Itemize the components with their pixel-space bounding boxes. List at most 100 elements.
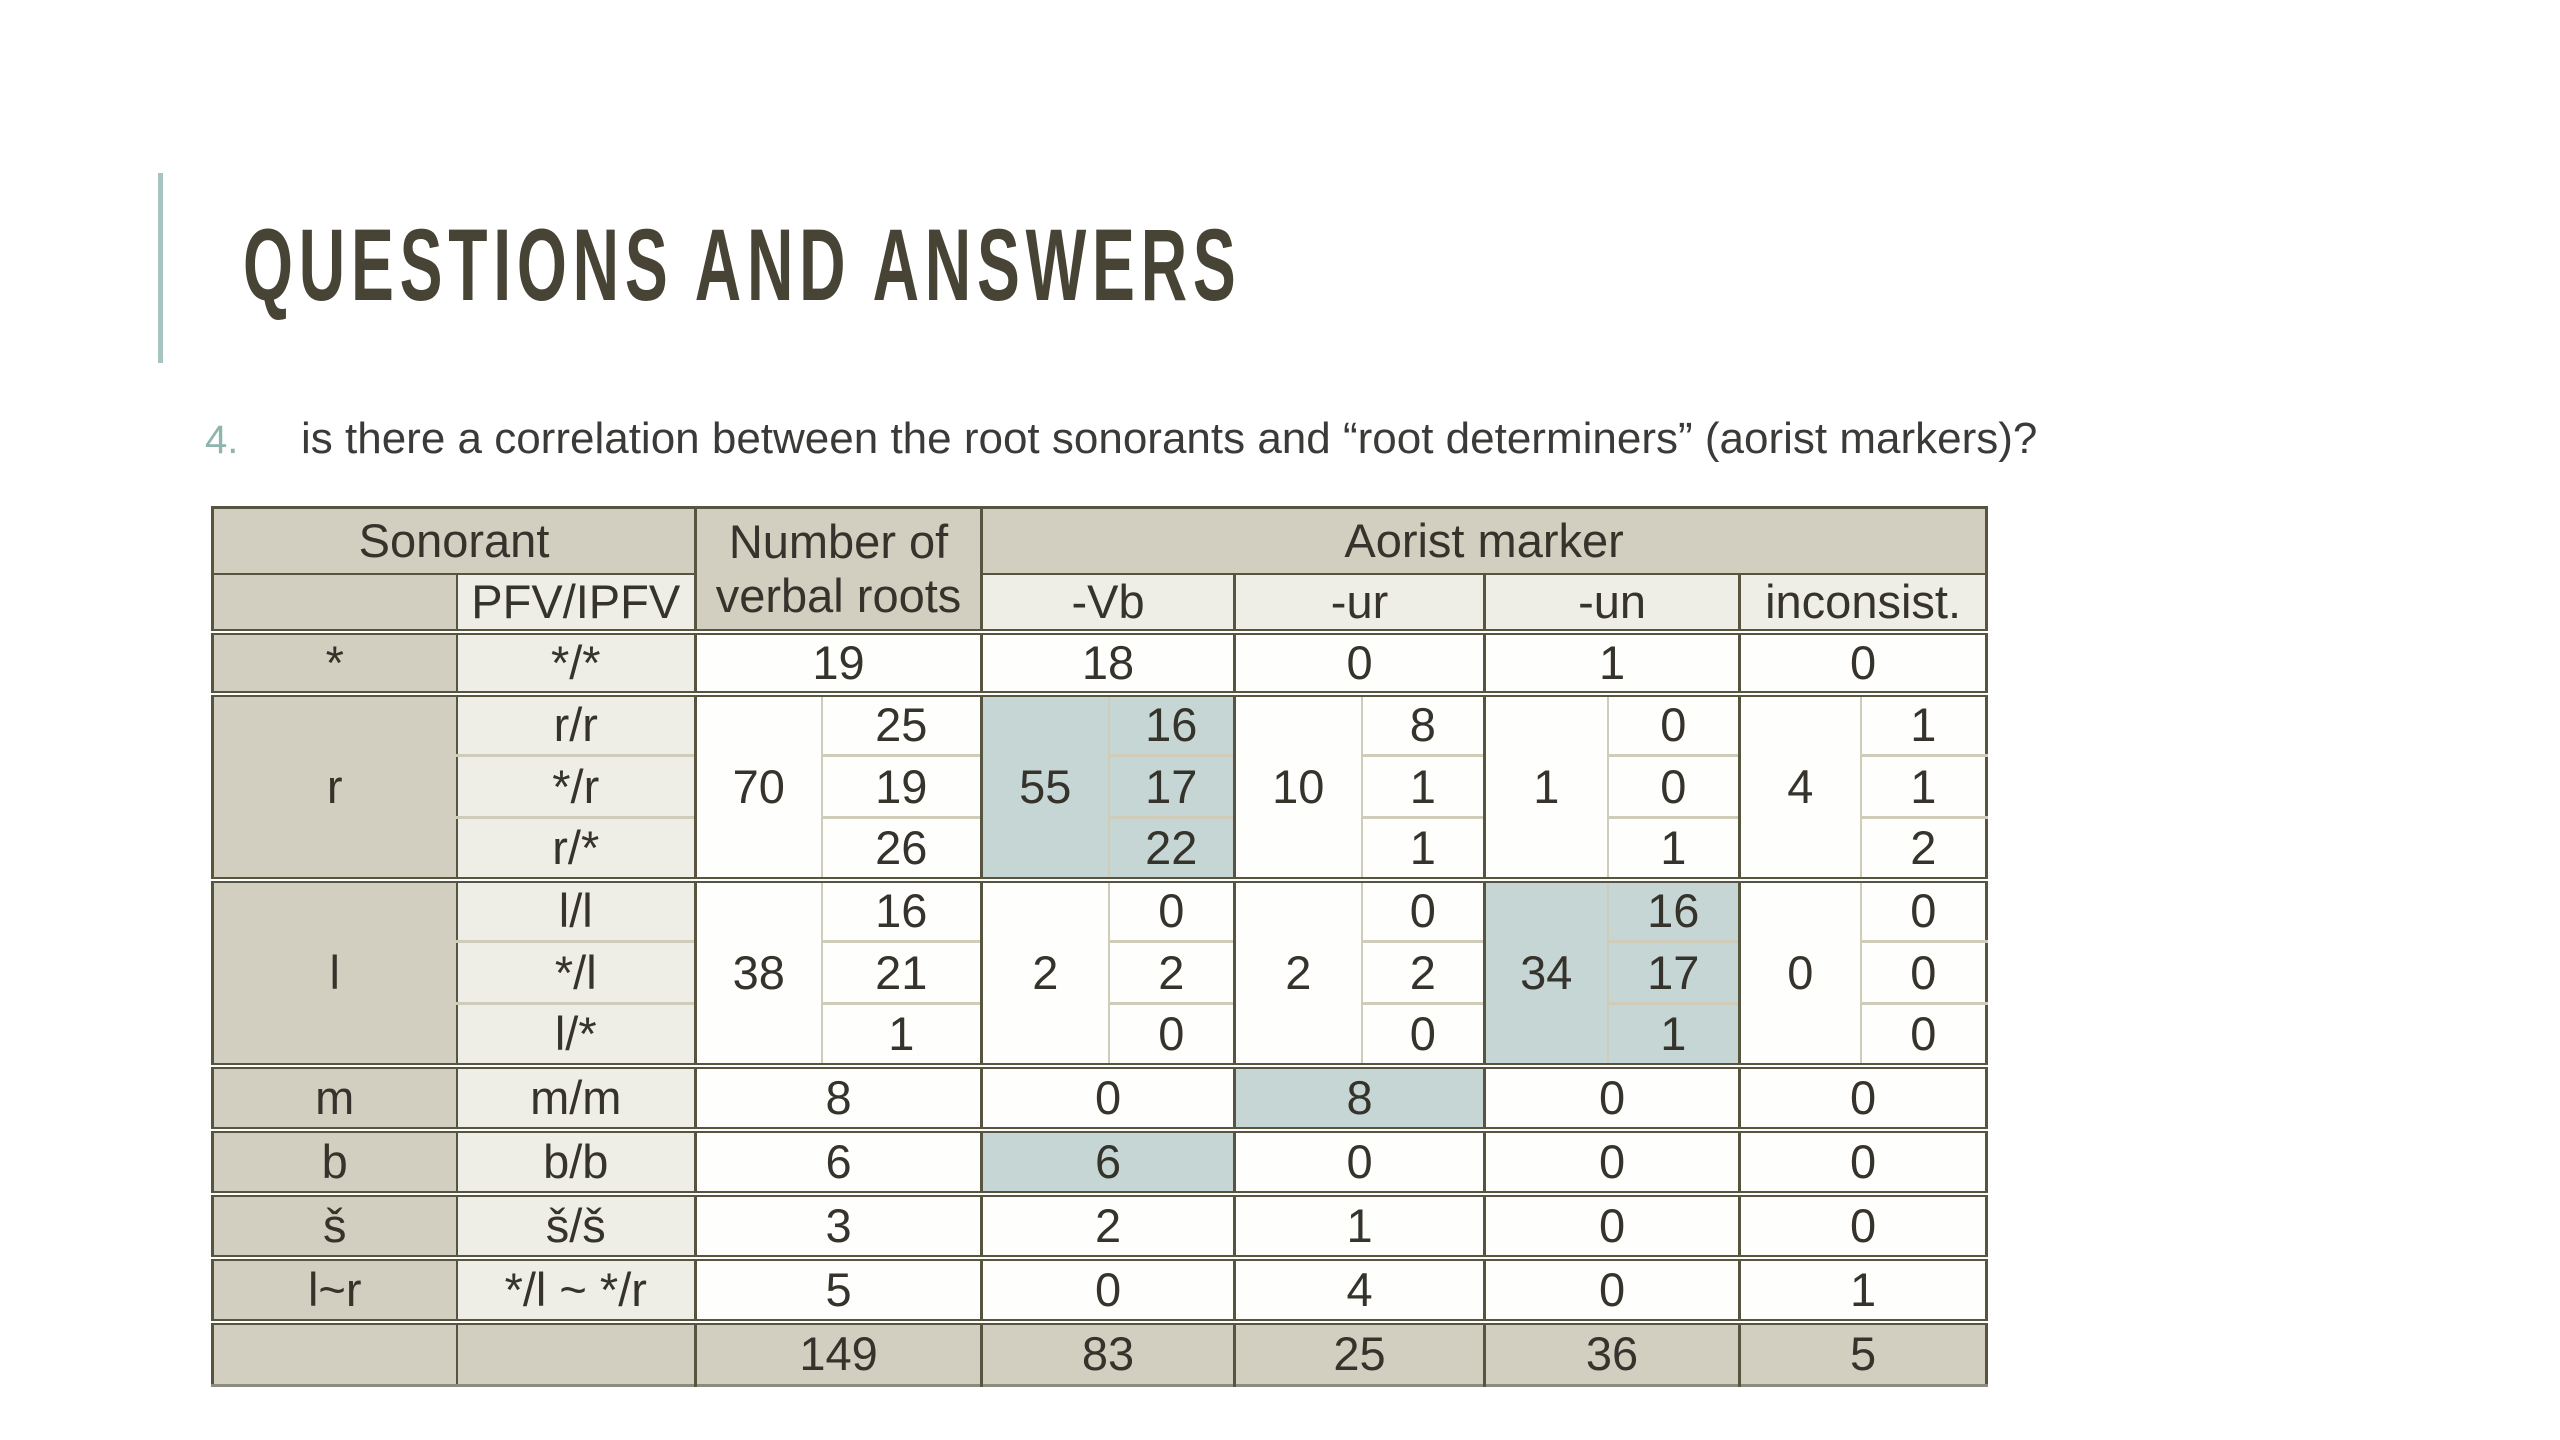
totals-inconsist: 5 <box>1738 1318 1987 1386</box>
group-r-un-total: 1 <box>1483 690 1608 880</box>
group-l-ur-total: 2 <box>1233 876 1362 1066</box>
group-r-roots-total: 70 <box>694 690 822 880</box>
slide-title: QUESTIONS AND ANSWERS <box>243 208 1242 322</box>
header-pfv-ipfv: PFV/IPFV <box>455 572 696 632</box>
group-l-roots-0: 16 <box>820 876 982 942</box>
group-l-vb-0: 0 <box>1107 876 1235 942</box>
row-m-ur: 8 <box>1233 1062 1485 1130</box>
table-header-row-2: PFV/IPFV -Vb -ur -un inconsist. <box>212 572 1987 632</box>
group-r-un-2: 1 <box>1606 816 1740 880</box>
header-aorist-marker: Aorist marker <box>980 507 1987 574</box>
group-r-pair-2: r/* <box>455 816 696 880</box>
row-star-vb: 18 <box>980 628 1235 694</box>
group-l-un-2: 1 <box>1606 1002 1740 1066</box>
group-l-vb-2: 0 <box>1107 1002 1235 1066</box>
group-l-inconsist-1: 0 <box>1859 940 1987 1004</box>
row-lr-label: l~r <box>212 1254 457 1322</box>
title-accent-bar <box>158 173 163 363</box>
table-row-lr: l~r */l ~ */r 5 0 4 0 1 <box>212 1254 1987 1322</box>
row-b-roots: 6 <box>694 1126 982 1194</box>
header-un: -un <box>1483 572 1740 632</box>
row-b-vb: 6 <box>980 1126 1235 1194</box>
group-r-un-0: 0 <box>1606 690 1740 756</box>
row-b-label: b <box>212 1126 457 1194</box>
group-l-roots-2: 1 <box>820 1002 982 1066</box>
row-sh-roots: 3 <box>694 1190 982 1258</box>
table-row-sh: š š/š 3 2 1 0 0 <box>212 1190 1987 1258</box>
correlation-table-container: Sonorant Number of verbal roots Aorist m… <box>211 506 1989 1388</box>
header-vb: -Vb <box>980 572 1235 632</box>
group-r-pair-0: r/r <box>455 690 696 756</box>
table-row-l-2: */l 21 2 2 17 0 <box>213 940 1987 1004</box>
table-row-star: * */* 19 18 0 1 0 <box>212 628 1987 694</box>
row-lr-roots: 5 <box>694 1254 982 1322</box>
row-lr-inconsist: 1 <box>1738 1254 1987 1322</box>
row-sh-ur: 1 <box>1233 1190 1485 1258</box>
group-l-un-total: 34 <box>1483 876 1608 1066</box>
row-lr-pair: */l ~ */r <box>455 1254 696 1322</box>
group-r-ur-total: 10 <box>1233 690 1362 880</box>
group-l-ur-0: 0 <box>1360 876 1485 942</box>
totals-un: 36 <box>1483 1318 1740 1386</box>
row-sh-inconsist: 0 <box>1738 1190 1987 1258</box>
row-lr-un: 0 <box>1483 1254 1740 1322</box>
group-r-inconsist-0: 1 <box>1859 690 1987 756</box>
row-lr-ur: 4 <box>1233 1254 1485 1322</box>
group-l-un-1: 17 <box>1606 940 1740 1004</box>
correlation-table: Sonorant Number of verbal roots Aorist m… <box>211 506 1989 1388</box>
group-l-vb-total: 2 <box>980 876 1109 1066</box>
row-b-pair: b/b <box>455 1126 696 1194</box>
row-star-un: 1 <box>1483 628 1740 694</box>
group-r-label: r <box>212 690 457 880</box>
table-header-row-1: Sonorant Number of verbal roots Aorist m… <box>212 507 1987 632</box>
totals-spacer-2 <box>455 1318 696 1386</box>
row-star-ur: 0 <box>1233 628 1485 694</box>
group-r-ur-1: 1 <box>1360 754 1485 818</box>
header-ur: -ur <box>1233 572 1485 632</box>
row-star-label: * <box>212 628 457 694</box>
group-l-roots-1: 21 <box>820 940 982 1004</box>
group-l-ur-2: 0 <box>1360 1002 1485 1066</box>
table-row-b: b b/b 6 6 0 0 0 <box>212 1126 1987 1194</box>
row-b-un: 0 <box>1483 1126 1740 1194</box>
row-sh-pair: š/š <box>455 1190 696 1258</box>
totals-spacer-1 <box>212 1318 457 1386</box>
group-r-inconsist-1: 1 <box>1859 754 1987 818</box>
row-b-inconsist: 0 <box>1738 1126 1987 1194</box>
header-spacer-cell <box>212 572 457 632</box>
row-sh-un: 0 <box>1483 1190 1740 1258</box>
header-number-of-verbal-roots: Number of verbal roots <box>694 507 982 632</box>
totals-vb: 83 <box>980 1318 1235 1386</box>
row-m-vb: 0 <box>980 1062 1235 1130</box>
group-r-roots-2: 26 <box>820 816 982 880</box>
totals-roots: 149 <box>694 1318 982 1386</box>
group-l-pair-0: l/l <box>455 876 696 942</box>
group-r-inconsist-2: 2 <box>1859 816 1987 880</box>
group-l-roots-total: 38 <box>694 876 822 1066</box>
row-star-roots: 19 <box>694 628 982 694</box>
group-r-pair-1: */r <box>455 754 696 818</box>
header-inconsist: inconsist. <box>1738 572 1987 632</box>
group-r-inconsist-total: 4 <box>1738 690 1861 880</box>
group-l-vb-1: 2 <box>1107 940 1235 1004</box>
header-sonorant: Sonorant <box>212 507 696 574</box>
row-m-un: 0 <box>1483 1062 1740 1130</box>
row-m-inconsist: 0 <box>1738 1062 1987 1130</box>
group-r-vb-0: 16 <box>1107 690 1235 756</box>
row-sh-vb: 2 <box>980 1190 1235 1258</box>
table-row-r-2: */r 19 17 1 0 1 <box>213 754 1987 818</box>
question-text: is there a correlation between the root … <box>301 414 2038 463</box>
group-l-inconsist-0: 0 <box>1859 876 1987 942</box>
table-row-l-1: l l/l 38 16 2 0 2 0 34 16 0 0 <box>212 876 1987 1066</box>
totals-ur: 25 <box>1233 1318 1485 1386</box>
row-star-pair: */* <box>455 628 696 694</box>
group-l-pair-2: l/* <box>455 1002 696 1066</box>
row-m-pair: m/m <box>455 1062 696 1130</box>
row-b-ur: 0 <box>1233 1126 1485 1194</box>
question-number: 4. <box>205 418 239 462</box>
table-row-totals: 149 83 25 36 5 <box>212 1318 1987 1386</box>
group-r-vb-2: 22 <box>1107 816 1235 880</box>
group-l-ur-1: 2 <box>1360 940 1485 1004</box>
group-r-ur-2: 1 <box>1360 816 1485 880</box>
